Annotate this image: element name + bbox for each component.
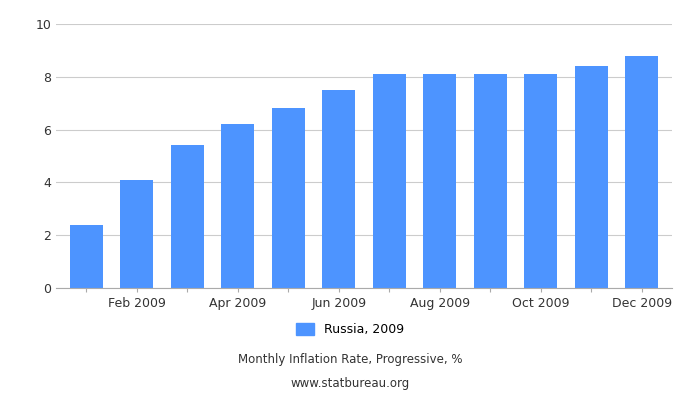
Text: Monthly Inflation Rate, Progressive, %: Monthly Inflation Rate, Progressive, % bbox=[238, 354, 462, 366]
Bar bbox=[424, 74, 456, 288]
Bar bbox=[120, 180, 153, 288]
Bar bbox=[70, 225, 103, 288]
Bar bbox=[575, 66, 608, 288]
Bar bbox=[625, 56, 658, 288]
Bar bbox=[221, 124, 254, 288]
Text: www.statbureau.org: www.statbureau.org bbox=[290, 378, 410, 390]
Bar bbox=[524, 74, 557, 288]
Bar bbox=[474, 74, 507, 288]
Legend: Russia, 2009: Russia, 2009 bbox=[290, 318, 410, 341]
Bar bbox=[322, 90, 355, 288]
Bar bbox=[373, 74, 406, 288]
Bar bbox=[171, 146, 204, 288]
Bar bbox=[272, 108, 304, 288]
